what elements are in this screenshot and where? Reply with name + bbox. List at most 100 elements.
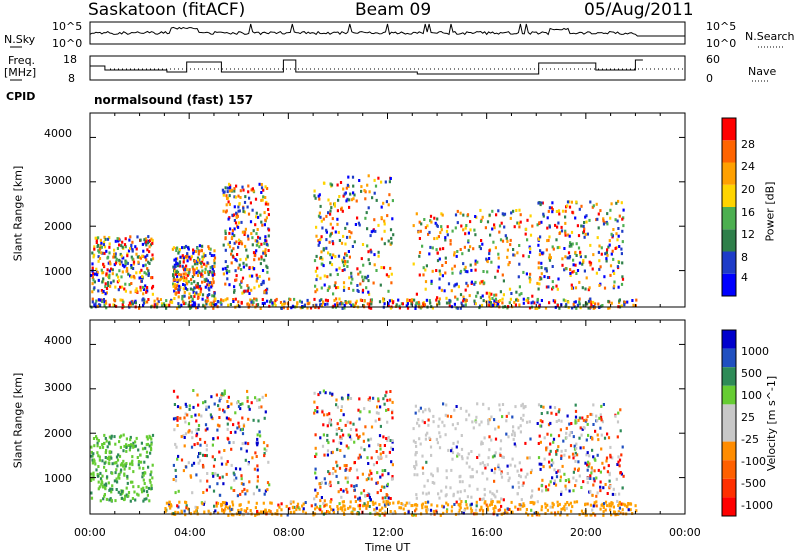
power-pixel [145, 272, 148, 276]
power-pixel [283, 302, 286, 306]
velocity-pixel [568, 433, 571, 437]
power-pixel [182, 266, 185, 270]
power-pixel [175, 270, 178, 274]
power-pixel [247, 289, 250, 293]
velocity-pixel [97, 454, 100, 458]
velocity-pixel [204, 400, 207, 404]
power-pixel [213, 272, 216, 276]
power-pixel [508, 301, 511, 305]
power-pixel [241, 276, 245, 280]
velocity-pixel [344, 508, 347, 512]
velocity-pixel [404, 503, 407, 507]
velocity-pixel [96, 474, 99, 478]
velocity-pixel [184, 402, 187, 406]
velocity-pixel [358, 496, 361, 500]
velocity-pixel [348, 468, 351, 472]
velocity-pixel [530, 494, 534, 498]
velocity-pixel [594, 429, 597, 433]
velocity-pixel [391, 477, 394, 481]
velocity-pixel [439, 435, 442, 439]
power-pixel [328, 285, 331, 289]
power-pixel [615, 232, 618, 236]
power-pixel [506, 239, 509, 243]
power-pixel [201, 269, 204, 273]
velocity-pixel [261, 395, 264, 399]
power-pixel [115, 257, 118, 261]
power-pixel [435, 248, 438, 252]
velocity-pixel [357, 408, 360, 412]
velocity-pixel [525, 511, 528, 515]
power-pixel [187, 246, 190, 250]
power-pixel [623, 301, 627, 305]
power-pixel [529, 247, 532, 251]
power-pixel [178, 249, 181, 253]
power-pixel [531, 300, 535, 304]
velocity-pixel [498, 467, 501, 471]
velocity-pixel [442, 505, 445, 509]
velocity-pixel [338, 502, 341, 506]
power-pixel [135, 271, 138, 275]
velocity-pixel [548, 460, 551, 464]
velocity-pixel [91, 458, 94, 462]
power-pixel [551, 201, 554, 205]
velocity-pixel [199, 437, 202, 441]
velocity-pixel [390, 446, 393, 450]
velocity-pixel [196, 442, 199, 446]
velocity-pixel [280, 513, 283, 517]
velocity-pixel [521, 484, 524, 487]
power-pixel [201, 280, 204, 284]
power-pixel [339, 181, 343, 184]
power-pixel [389, 306, 392, 310]
power-pixel [178, 288, 181, 292]
power-pixel [613, 272, 616, 275]
power-pixel [561, 257, 564, 261]
velocity-pixel [116, 458, 120, 462]
freq-unit-label: [MHz] [4, 66, 37, 79]
velocity-pixel [379, 424, 382, 428]
velocity-pixel [315, 494, 318, 498]
velocity-pixel [557, 445, 560, 449]
velocity-pixel [127, 494, 130, 498]
velocity-pixel [391, 463, 394, 467]
power-pixel [612, 257, 615, 261]
velocity-pixel [230, 447, 233, 451]
power-pixel [186, 252, 189, 256]
velocity-pixel [107, 461, 110, 465]
power-pixel [481, 215, 484, 219]
velocity-pixel [104, 456, 107, 459]
power-pixel [621, 229, 624, 233]
velocity-pixel [436, 469, 439, 473]
xlabel: Time UT [365, 541, 411, 554]
power-pixel [522, 297, 525, 301]
velocity-pixel [435, 509, 438, 513]
velocity-pixel [564, 487, 568, 491]
power-pixel [583, 235, 586, 239]
power-pixel [480, 280, 483, 284]
velocity-pixel [213, 458, 216, 462]
velocity-pixel [263, 492, 266, 496]
velocity-pixel [174, 468, 177, 472]
velocity-pixel [106, 475, 109, 479]
power-pixel [315, 234, 318, 238]
velocity-pixel [548, 483, 551, 487]
power-pixel [279, 301, 283, 304]
velocity-pixel [490, 502, 494, 506]
noise-right-tick-top: 10^5 [706, 20, 737, 33]
power-pixel [481, 279, 485, 283]
power-pixel [554, 223, 557, 227]
power-pixel [318, 299, 321, 303]
velocity-pixel [190, 430, 193, 434]
velocity-pixel [339, 435, 342, 439]
velocity-pixel [553, 479, 556, 483]
power-pixel [197, 258, 200, 262]
power-pixel [589, 200, 592, 204]
power-pixel [192, 267, 195, 271]
power-pixel [255, 243, 258, 247]
velocity-pixel [214, 509, 217, 513]
power-pixel [210, 254, 213, 257]
velocity-pixel [427, 491, 430, 495]
power-pixel [508, 287, 512, 291]
power-pixel [354, 303, 357, 307]
velocity-pixel [387, 500, 390, 504]
power-pixel [233, 241, 236, 245]
